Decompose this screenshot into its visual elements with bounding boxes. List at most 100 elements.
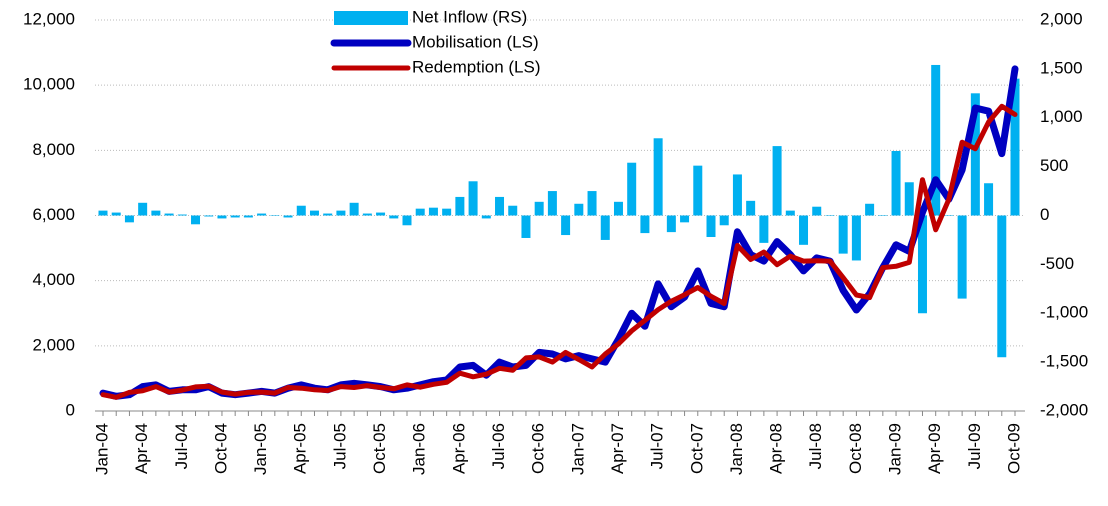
x-tick-label: Oct-04: [211, 423, 230, 474]
line: [99, 65, 1019, 400]
bar: [613, 201, 623, 216]
bar: [336, 210, 346, 216]
bar: [217, 215, 227, 219]
y-tick-label: 4,000: [32, 270, 75, 289]
bar: [865, 203, 875, 216]
x-tick-group: Apr-09: [925, 423, 944, 474]
x-tick-label: Apr-05: [291, 423, 310, 474]
bar: [362, 213, 372, 216]
x-tick-group: Jan-06: [410, 423, 429, 475]
bar: [970, 93, 980, 216]
x-tick-label: Jul-07: [648, 423, 667, 469]
x-tick-group: Oct-06: [529, 423, 548, 474]
x-tick-group: Jan-08: [727, 423, 746, 475]
bar: [904, 182, 914, 216]
bar: [481, 215, 491, 219]
x-tick-label: Oct-07: [687, 423, 706, 474]
x-tick-group: Jul-07: [648, 423, 667, 469]
bar: [574, 203, 584, 216]
bar: [283, 215, 293, 218]
bar: [296, 205, 306, 216]
bar: [495, 196, 505, 216]
x-tick-group: Jul-08: [806, 423, 825, 469]
bar: [309, 210, 319, 216]
y2-tick-label: 1,500: [1040, 58, 1083, 77]
bar: [376, 212, 386, 216]
bar: [402, 215, 412, 226]
bar: [1010, 78, 1020, 216]
y-tick-label: 0: [66, 400, 75, 419]
x-tick-group: Apr-07: [608, 423, 627, 474]
bar: [680, 215, 690, 223]
x-tick-label: Apr-09: [925, 423, 944, 474]
bar: [455, 196, 465, 216]
bar: [243, 215, 253, 218]
bar: [719, 215, 729, 226]
bar: [151, 210, 161, 216]
bar: [508, 205, 518, 216]
bar: [746, 200, 756, 216]
bar: [124, 215, 134, 223]
bar: [428, 207, 438, 216]
bar: [349, 202, 359, 216]
bar: [706, 215, 716, 238]
bar: [891, 150, 901, 216]
bar: [653, 138, 663, 216]
bar: [693, 165, 703, 216]
bar: [547, 191, 557, 216]
x-tick-label: Apr-08: [767, 423, 786, 474]
bar: [772, 146, 782, 216]
bar: [177, 214, 187, 216]
y2-tick-label: 500: [1040, 156, 1068, 175]
x-tick-label: Jan-04: [92, 423, 111, 475]
bar: [785, 210, 795, 216]
x-tick-label: Jul-09: [965, 423, 984, 469]
bar: [98, 210, 108, 216]
bar: [931, 64, 941, 216]
y2-tick-label: -1,000: [1040, 303, 1088, 322]
bar: [600, 215, 610, 240]
x-tick-group: Jul-05: [330, 423, 349, 469]
bar: [838, 215, 848, 254]
x-tick-label: Apr-04: [132, 423, 151, 474]
bar: [191, 215, 201, 225]
y-tick-label: 12,000: [23, 9, 75, 28]
x-tick-label: Oct-08: [846, 423, 865, 474]
x-tick-group: Apr-06: [449, 423, 468, 474]
bar: [640, 215, 650, 234]
x-tick-group: Jul-09: [965, 423, 984, 469]
x-tick-label: Jan-05: [251, 423, 270, 475]
x-tick-label: Jan-09: [886, 423, 905, 475]
legend-label: Redemption (LS): [412, 57, 541, 76]
bar: [270, 215, 280, 216]
bar: [984, 183, 994, 216]
x-tick-label: Jul-05: [330, 423, 349, 469]
bar: [812, 206, 822, 216]
bar: [957, 215, 967, 299]
bar: [997, 215, 1007, 358]
legend-label: Net Inflow (RS): [412, 7, 527, 26]
bar: [164, 213, 174, 216]
y-tick-label: 2,000: [32, 335, 75, 354]
x-tick-label: Apr-06: [449, 423, 468, 474]
x-tick-group: Oct-05: [370, 423, 389, 474]
bar: [799, 215, 809, 245]
bar: [825, 215, 835, 216]
y2-tick-label: 2,000: [1040, 9, 1083, 28]
bar: [561, 215, 571, 236]
bar: [944, 215, 954, 216]
bar: [666, 215, 676, 233]
x-tick-label: Oct-09: [1004, 423, 1023, 474]
bar: [111, 212, 121, 216]
x-tick-group: Jul-04: [172, 423, 191, 469]
x-tick-label: Jan-07: [568, 423, 587, 475]
bar: [759, 215, 769, 243]
y2-tick-label: 1,000: [1040, 107, 1083, 126]
x-tick-label: Oct-06: [529, 423, 548, 474]
bar: [468, 181, 478, 216]
x-tick-group: Jul-06: [489, 423, 508, 469]
y-tick-label: 6,000: [32, 205, 75, 224]
bar: [389, 215, 399, 219]
x-tick-label: Jan-08: [727, 423, 746, 475]
